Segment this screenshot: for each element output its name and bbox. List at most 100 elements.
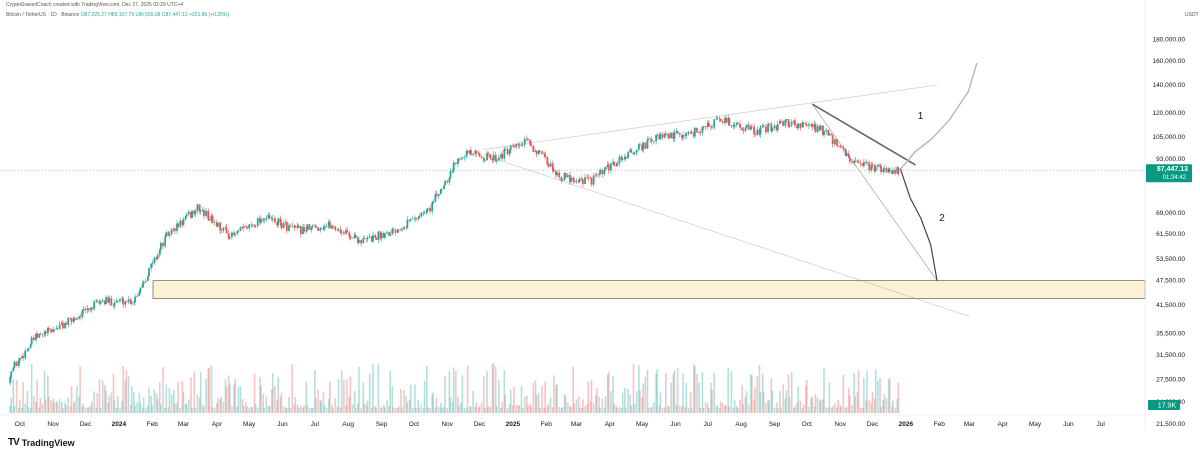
countdown-label: 01:34:42 bbox=[1163, 175, 1187, 181]
candle-body bbox=[667, 134, 669, 136]
volume-bar bbox=[664, 373, 667, 413]
volume-bar bbox=[38, 407, 41, 413]
candle-body bbox=[584, 177, 586, 184]
candle-body bbox=[659, 134, 662, 140]
volume-bar bbox=[41, 403, 44, 413]
volume-bar bbox=[451, 401, 454, 413]
candle-body bbox=[110, 298, 113, 306]
candle-body bbox=[105, 297, 107, 305]
candle-body bbox=[472, 153, 474, 155]
candle-body bbox=[64, 323, 66, 329]
candle-body bbox=[176, 223, 178, 232]
candle-body bbox=[323, 226, 326, 230]
candle-body bbox=[282, 222, 285, 229]
price-tick-label: 93,000.00 bbox=[1156, 156, 1185, 163]
candle-body bbox=[220, 230, 223, 231]
candle-body bbox=[334, 226, 337, 230]
candle-body bbox=[254, 225, 257, 227]
candle-body bbox=[403, 226, 406, 230]
candle-body bbox=[237, 230, 240, 232]
volume-bar bbox=[853, 373, 855, 413]
volume-bar bbox=[371, 407, 373, 413]
volume-bar bbox=[578, 407, 581, 413]
volume-bar bbox=[246, 406, 248, 413]
candle-body bbox=[346, 230, 349, 233]
candle-body bbox=[862, 162, 865, 166]
volume-bar bbox=[639, 390, 641, 413]
candle-body bbox=[607, 164, 610, 171]
candle-body bbox=[242, 226, 245, 228]
candle-body bbox=[280, 223, 283, 229]
candle-body bbox=[460, 158, 463, 160]
volume-bar bbox=[642, 383, 644, 413]
candle-body bbox=[599, 169, 602, 175]
candle-body bbox=[655, 134, 657, 142]
volume-bar bbox=[446, 407, 449, 413]
candle-body bbox=[753, 126, 755, 135]
ohlc-values: O87,225.27 H89,107.79 L86,559.08 C87,447… bbox=[80, 12, 230, 18]
candle-body bbox=[615, 165, 618, 167]
volume-bar bbox=[541, 385, 543, 413]
candle-body bbox=[32, 337, 35, 341]
candle-body bbox=[672, 132, 675, 139]
candle-body bbox=[627, 152, 629, 159]
candle-body bbox=[425, 209, 428, 213]
candle-body bbox=[182, 219, 185, 225]
candle-body bbox=[348, 232, 351, 237]
time-tick-label: Feb bbox=[934, 421, 946, 428]
volume-bar bbox=[78, 396, 80, 413]
volume-bar bbox=[396, 407, 399, 413]
candle-body bbox=[500, 154, 502, 158]
candle-body bbox=[313, 225, 316, 227]
volume-bar bbox=[153, 389, 156, 413]
volume-bar bbox=[610, 391, 612, 413]
candle-body bbox=[744, 127, 747, 131]
candle-body bbox=[725, 117, 727, 123]
candle-body bbox=[637, 144, 640, 150]
candle-body bbox=[159, 242, 162, 250]
volume-bar bbox=[742, 404, 745, 413]
volume-bar bbox=[437, 406, 440, 413]
candle-body bbox=[46, 328, 49, 334]
volume-bar bbox=[603, 407, 606, 413]
candle-body bbox=[353, 235, 356, 238]
volume-bar bbox=[570, 407, 572, 413]
volume-bar bbox=[363, 403, 366, 413]
volume-bar bbox=[837, 399, 839, 413]
candle-body bbox=[79, 316, 82, 318]
volume-bar bbox=[523, 396, 526, 413]
candle-body bbox=[612, 161, 614, 164]
price-tick-label: 53,500.00 bbox=[1156, 256, 1185, 263]
candle-body bbox=[685, 133, 688, 136]
volume-bar bbox=[868, 399, 871, 413]
currency-label: USDT bbox=[1185, 12, 1199, 18]
candle-body bbox=[345, 230, 347, 234]
candle-body bbox=[630, 149, 633, 153]
tradingview-logo[interactable]: TV TradingView bbox=[8, 437, 75, 448]
volume-bar bbox=[661, 407, 664, 413]
candle-body bbox=[38, 333, 41, 338]
volume-bar bbox=[452, 367, 455, 413]
volume-bar bbox=[647, 407, 650, 413]
volume-bar bbox=[141, 407, 144, 413]
candle-body bbox=[268, 215, 271, 219]
candle-body bbox=[797, 123, 800, 129]
volume-bar bbox=[76, 385, 78, 413]
candle-body bbox=[495, 160, 498, 162]
candle-body bbox=[707, 122, 710, 127]
candle-body bbox=[625, 156, 627, 159]
candle-body bbox=[668, 134, 670, 139]
candle-body bbox=[288, 225, 290, 231]
candle-body bbox=[422, 212, 425, 214]
candle-body bbox=[581, 179, 584, 184]
volume-bar bbox=[491, 364, 494, 413]
candle-body bbox=[179, 220, 182, 227]
volume-bar bbox=[87, 407, 90, 413]
volume-bar bbox=[668, 406, 670, 413]
volume-bar bbox=[177, 382, 179, 413]
candle-body bbox=[512, 145, 514, 147]
candle-body bbox=[356, 237, 359, 243]
price-tick-label: 35,500.00 bbox=[1156, 330, 1185, 337]
candle-body bbox=[873, 165, 876, 172]
